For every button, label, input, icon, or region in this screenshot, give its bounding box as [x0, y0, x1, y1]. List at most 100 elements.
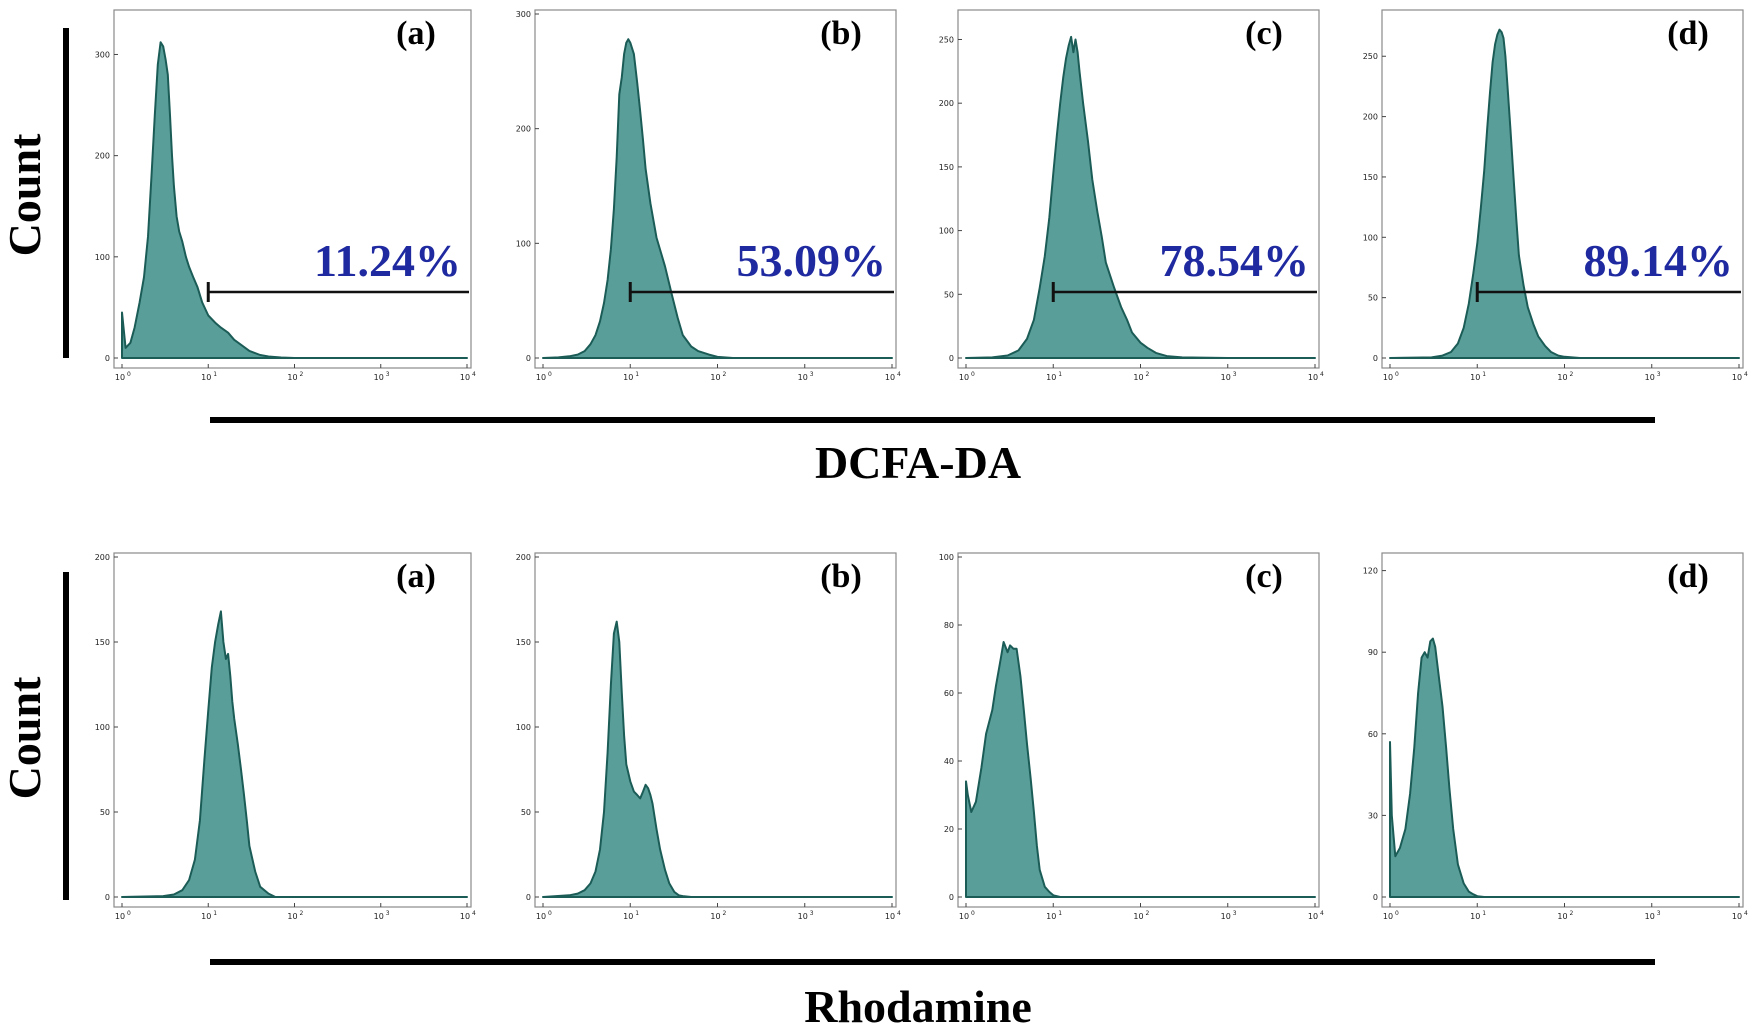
y-tick-label: 0: [105, 354, 110, 363]
figure-decorations: Count Count DCFA-DA Rhodamine: [0, 28, 1655, 1032]
y-tick-label: 50: [944, 290, 954, 299]
plot-frame: [534, 552, 897, 908]
bottom-y-axis-label: Count: [0, 676, 50, 799]
histogram-area: [121, 610, 468, 898]
x-tick-label: 10: [1470, 912, 1480, 921]
x-tick-exponent: 2: [1570, 910, 1574, 917]
x-tick-label: 10: [1557, 912, 1567, 921]
panel-label: (a): [396, 15, 436, 52]
x-tick-exponent: 1: [213, 910, 217, 917]
histogram-area: [1389, 637, 1740, 898]
y-tick-label: 20: [944, 825, 954, 834]
y-tick-label: 150: [939, 163, 954, 172]
x-tick-exponent: 0: [548, 371, 552, 378]
x-tick-exponent: 1: [635, 371, 639, 378]
y-tick-label: 30: [1368, 811, 1378, 820]
x-tick-exponent: 0: [127, 371, 131, 378]
y-tick-label: 80: [944, 621, 954, 630]
x-tick-exponent: 4: [472, 910, 476, 917]
x-tick-label: 10: [1046, 373, 1056, 382]
x-tick-exponent: 3: [1233, 910, 1237, 917]
y-tick-label: 50: [521, 808, 531, 817]
x-tick-exponent: 4: [897, 910, 901, 917]
x-tick-exponent: 2: [1570, 371, 1574, 378]
panel-label: (a): [396, 558, 436, 595]
x-tick-label: 10: [1557, 373, 1567, 382]
x-tick-label: 10: [710, 912, 720, 921]
y-tick-label: 100: [939, 553, 954, 562]
x-tick-exponent: 1: [1482, 910, 1486, 917]
x-tick-label: 10: [1133, 373, 1143, 382]
x-tick-label: 10: [959, 373, 969, 382]
top-group-label: DCFA-DA: [815, 437, 1021, 488]
x-tick-exponent: 4: [1744, 910, 1748, 917]
x-tick-label: 10: [623, 373, 633, 382]
y-tick-label: 60: [944, 689, 954, 698]
y-tick-label: 0: [949, 354, 954, 363]
y-tick-label: 0: [526, 893, 531, 902]
x-tick-exponent: 0: [971, 371, 975, 378]
x-tick-label: 10: [1645, 912, 1655, 921]
y-tick-label: 150: [516, 638, 531, 647]
x-tick-exponent: 2: [723, 910, 727, 917]
histogram-area: [1389, 28, 1740, 359]
panel-label: (b): [820, 15, 862, 52]
y-tick-label: 300: [95, 50, 110, 59]
x-tick-label: 10: [798, 912, 808, 921]
x-tick-exponent: 0: [548, 910, 552, 917]
x-tick-exponent: 3: [810, 371, 814, 378]
x-tick-exponent: 1: [1482, 371, 1486, 378]
x-tick-label: 10: [115, 373, 125, 382]
y-tick-label: 60: [1368, 730, 1378, 739]
x-tick-label: 10: [1732, 373, 1742, 382]
plot-frame: [534, 9, 897, 369]
histogram-area: [121, 41, 468, 359]
bottom-group-label: Rhodamine: [804, 981, 1031, 1032]
x-tick-exponent: 2: [1146, 371, 1150, 378]
x-tick-exponent: 2: [300, 371, 304, 378]
x-tick-label: 10: [1645, 373, 1655, 382]
x-tick-label: 10: [287, 912, 297, 921]
panel-label: (c): [1245, 15, 1283, 52]
y-tick-label: 40: [944, 757, 954, 766]
histogram-area: [542, 38, 893, 359]
y-tick-label: 200: [95, 152, 110, 161]
x-tick-label: 10: [536, 373, 546, 382]
x-tick-exponent: 2: [1146, 910, 1150, 917]
x-tick-exponent: 3: [810, 910, 814, 917]
y-tick-label: 0: [949, 893, 954, 902]
x-tick-exponent: 3: [386, 910, 390, 917]
x-tick-label: 10: [885, 373, 895, 382]
plot-frame: [113, 552, 472, 908]
y-tick-label: 250: [1363, 52, 1378, 61]
panel-label: (d): [1667, 558, 1709, 595]
y-tick-label: 100: [939, 227, 954, 236]
gate-percentage: 89.14%: [1584, 235, 1734, 286]
x-tick-label: 10: [1308, 912, 1318, 921]
y-tick-label: 50: [1368, 294, 1378, 303]
x-tick-exponent: 3: [1657, 910, 1661, 917]
plot-frame: [1381, 552, 1744, 908]
x-tick-exponent: 4: [897, 371, 901, 378]
histogram-area: [965, 641, 1316, 898]
plot-frame: [957, 9, 1320, 369]
y-tick-label: 300: [516, 10, 531, 19]
x-tick-label: 10: [201, 373, 211, 382]
y-tick-label: 0: [1373, 354, 1378, 363]
y-tick-label: 200: [939, 99, 954, 108]
x-tick-exponent: 1: [635, 910, 639, 917]
panel-label: (d): [1667, 15, 1709, 52]
y-tick-label: 120: [1363, 567, 1378, 576]
y-tick-label: 0: [526, 354, 531, 363]
x-tick-exponent: 0: [127, 910, 131, 917]
plot-frame: [957, 552, 1320, 908]
x-tick-label: 10: [201, 912, 211, 921]
y-tick-label: 0: [1373, 893, 1378, 902]
y-tick-label: 200: [95, 553, 110, 562]
x-tick-label: 10: [1046, 912, 1056, 921]
